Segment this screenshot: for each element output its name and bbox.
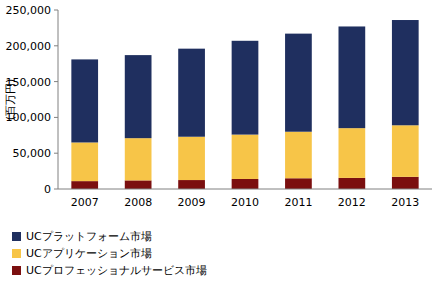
bar: [339, 178, 366, 189]
bar: [178, 180, 205, 189]
y-tick: [54, 189, 58, 190]
bar: [125, 138, 152, 180]
x-tick-label: 2010: [231, 196, 259, 209]
y-axis: [58, 10, 59, 189]
y-tick: [54, 81, 58, 82]
y-tick: [54, 45, 58, 46]
y-tick-label: 0: [44, 183, 51, 196]
y-tick: [54, 153, 58, 154]
legend-label: UCプロフェッショナルサービス市場: [26, 264, 207, 277]
y-tick-label: 200,000: [6, 40, 52, 53]
bar: [125, 55, 152, 138]
y-tick: [54, 10, 58, 11]
y-axis-label: (百万円): [4, 79, 17, 121]
chart: 050,000100,000150,000200,000250,000(百万円)…: [0, 0, 440, 290]
bar: [392, 177, 419, 189]
bar: [339, 26, 366, 128]
bar: [285, 178, 312, 189]
bar: [71, 181, 98, 189]
x-tick-label: 2009: [178, 196, 206, 209]
chart-svg: 050,000100,000150,000200,000250,000(百万円)…: [0, 0, 440, 290]
bars: [71, 20, 418, 189]
bar: [392, 125, 419, 177]
x-tick-label: 2013: [391, 196, 419, 209]
x-tick-label: 2012: [338, 196, 366, 209]
y-tick-label: 250,000: [6, 4, 52, 17]
legend-swatch: [12, 249, 21, 258]
bar: [71, 142, 98, 181]
y-tick-label: 50,000: [13, 147, 52, 160]
bar: [232, 135, 259, 179]
y-tick: [54, 117, 58, 118]
x-tick-label: 2008: [124, 196, 152, 209]
x-tick-label: 2007: [71, 196, 99, 209]
bar: [285, 132, 312, 179]
bar: [392, 20, 419, 125]
bar: [339, 128, 366, 178]
bar: [178, 49, 205, 137]
x-tick-label: 2011: [284, 196, 312, 209]
bar: [232, 179, 259, 189]
legend-swatch: [12, 232, 21, 241]
legend-label: UCプラットフォーム市場: [26, 230, 152, 243]
x-axis: [58, 189, 432, 190]
legend-label: UCアプリケーション市場: [26, 247, 152, 260]
bar: [232, 41, 259, 135]
legend-swatch: [12, 266, 21, 275]
bar: [285, 34, 312, 132]
bar: [178, 137, 205, 180]
bar: [71, 59, 98, 142]
bar: [125, 180, 152, 189]
